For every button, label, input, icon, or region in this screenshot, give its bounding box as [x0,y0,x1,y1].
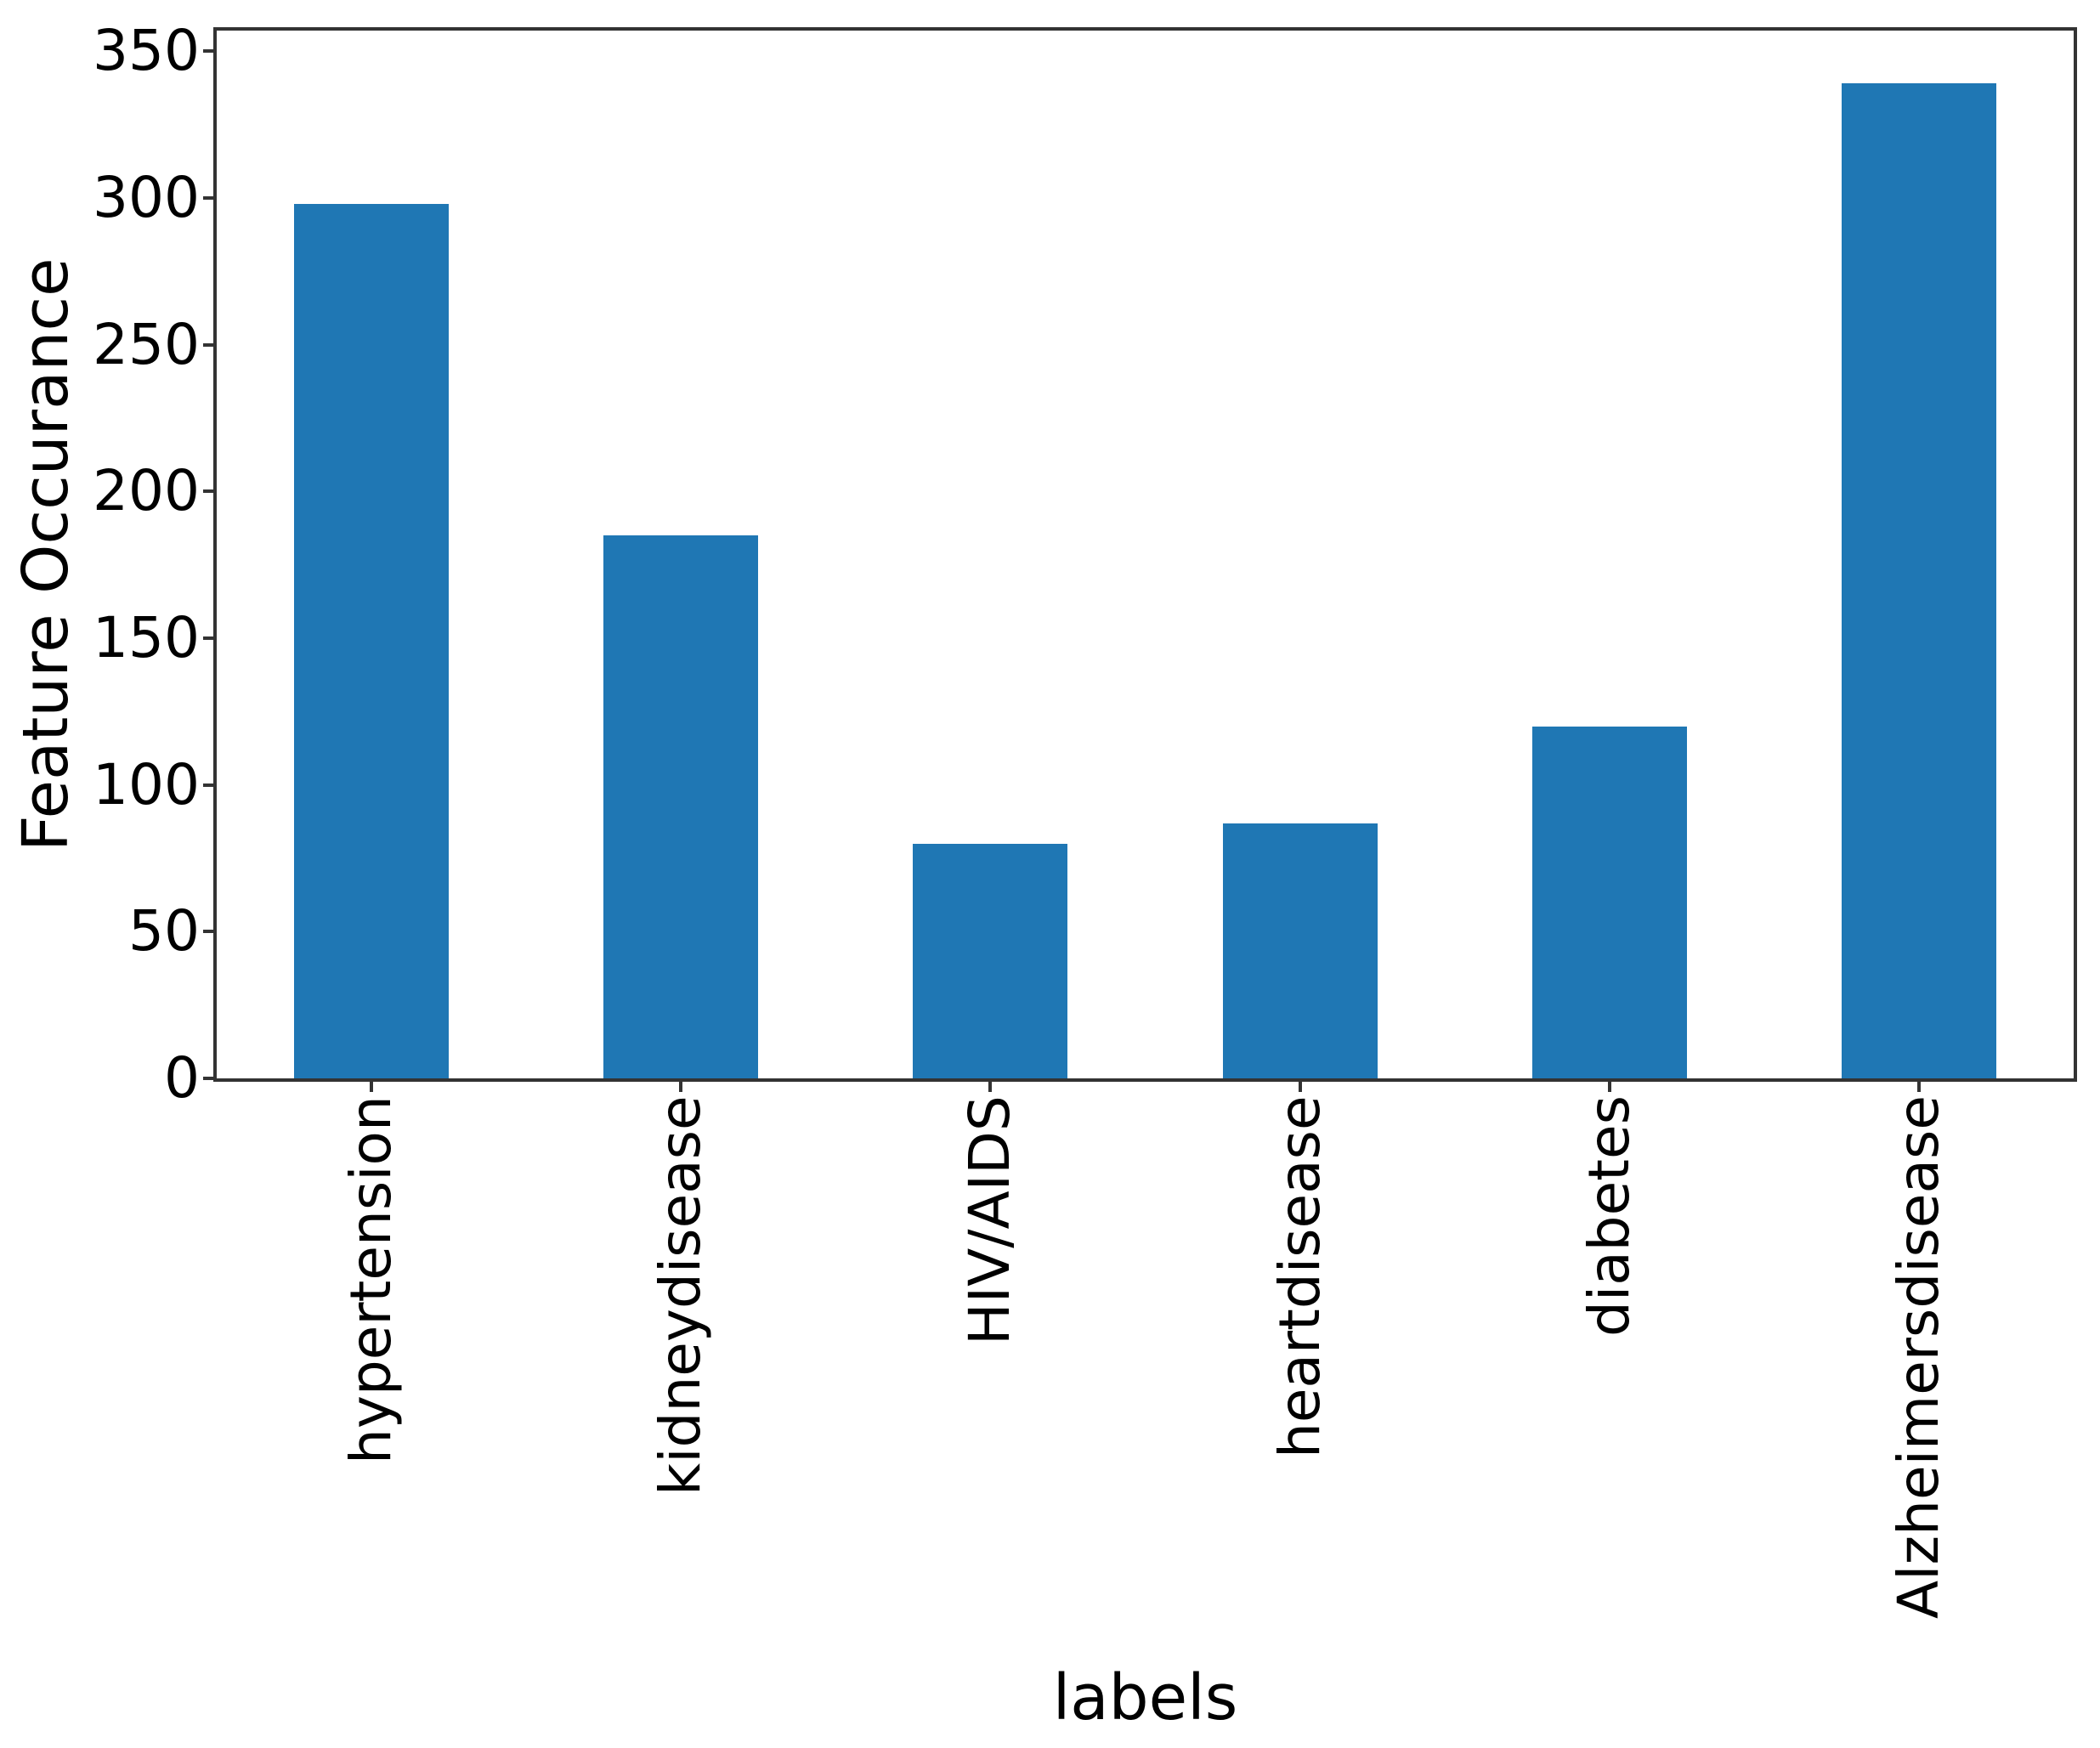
y-tick-label-100: 100 [93,751,200,817]
x-axis-title: labels [1052,1661,1238,1734]
y-tick-label-300: 300 [93,164,200,230]
y-tick-label-0: 0 [164,1045,200,1111]
x-tick-mark-hypertension [370,1082,374,1092]
x-tick-mark-kidneydisease [679,1082,683,1092]
x-tick-label-alzheimersdisease: Alzheimersdisease [1885,1095,1951,1619]
y-tick-label-150: 150 [93,604,200,670]
y-tick-mark-0 [203,1077,213,1080]
bar-alzheimersdisease [1841,83,1996,1078]
x-tick-mark-heartdisease [1298,1082,1302,1092]
y-tick-label-350: 350 [93,18,200,84]
y-tick-mark-200 [203,489,213,494]
bar-kidneydisease [603,535,759,1078]
x-tick-label-hypertension: hypertension [338,1095,405,1464]
x-tick-mark-diabetes [1607,1082,1611,1092]
y-tick-label-50: 50 [128,898,200,965]
y-tick-mark-100 [203,783,213,787]
bar-hypertension [294,203,450,1078]
y-tick-mark-350 [203,49,213,54]
y-tick-mark-150 [203,636,213,640]
y-tick-mark-250 [203,342,213,347]
bar-heartdisease [1222,823,1378,1078]
x-tick-label-heartdisease: heartdisease [1266,1095,1333,1458]
y-tick-mark-50 [203,930,213,934]
bar-hiv-aids [913,843,1068,1078]
y-tick-label-200: 200 [93,458,200,524]
y-tick-label-250: 250 [93,311,200,377]
plot-area [213,27,2077,1082]
bar-diabetes [1531,726,1687,1078]
x-tick-label-diabetes: diabetes [1576,1095,1642,1338]
x-tick-label-kidneydisease: kidneydisease [648,1095,714,1496]
y-tick-mark-300 [203,195,213,200]
x-tick-mark-alzheimersdisease [1916,1082,1921,1092]
x-tick-label-hiv-aids: HIV/AIDS [957,1095,1023,1345]
x-tick-mark-hiv-aids [988,1082,993,1092]
